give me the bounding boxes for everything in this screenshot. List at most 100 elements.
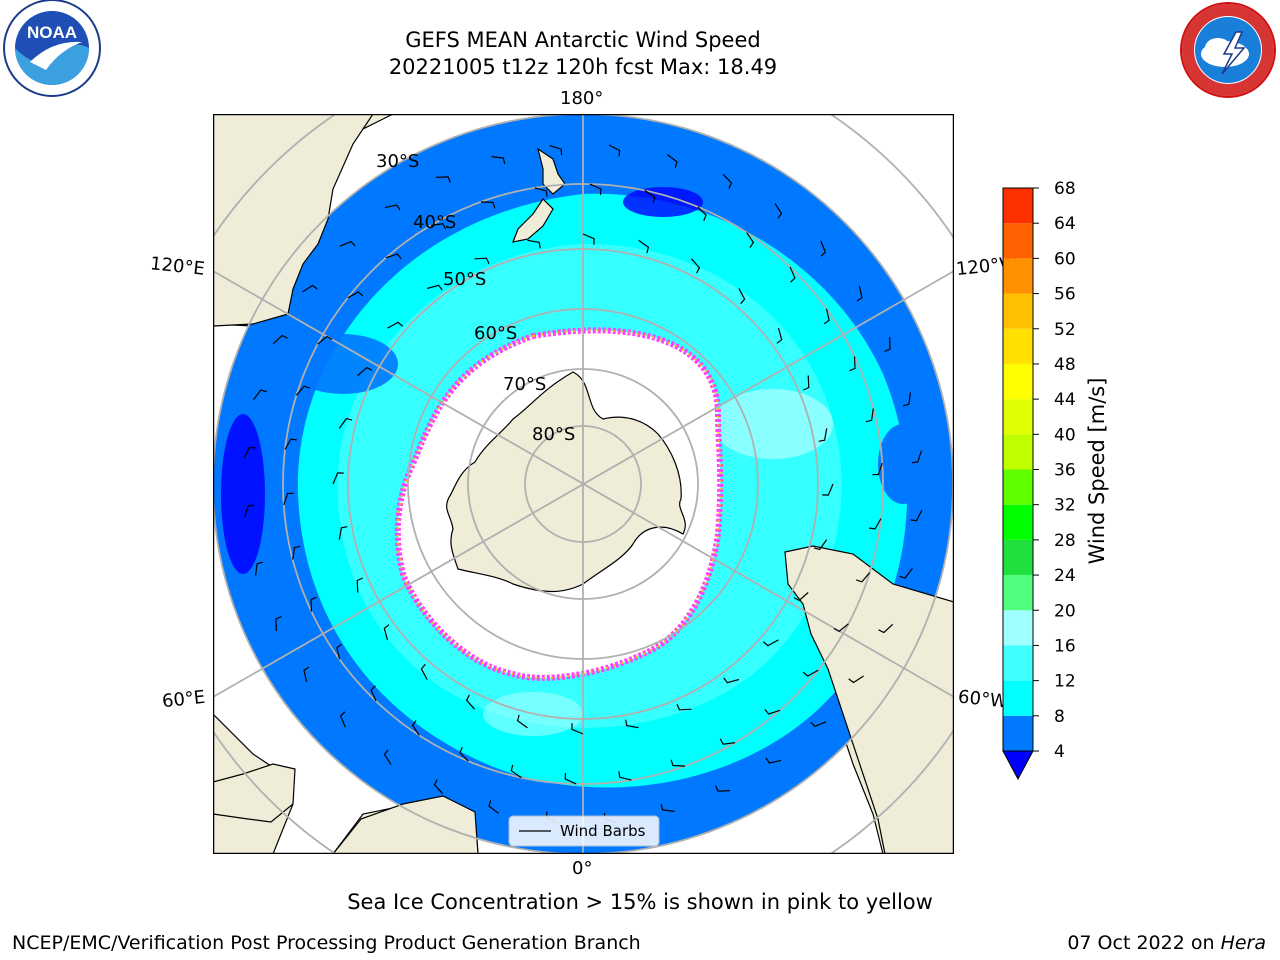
footer-date: 07 Oct 2022 on bbox=[1067, 932, 1221, 954]
colorbar-tick-label: 60 bbox=[1054, 249, 1076, 269]
colorbar-bin bbox=[1003, 715, 1033, 751]
wind-barb bbox=[738, 288, 746, 305]
map-frame bbox=[212, 113, 955, 855]
noaa-logo-text: NOAA bbox=[27, 23, 77, 42]
wind-barb bbox=[383, 749, 392, 765]
wind-barb bbox=[385, 253, 402, 260]
colorbar-tick-label: 68 bbox=[1054, 179, 1076, 199]
wind-barb bbox=[336, 643, 343, 660]
wind-barb bbox=[338, 417, 353, 429]
wind-barb bbox=[878, 623, 894, 634]
wind-barb bbox=[527, 239, 541, 249]
wind-barb bbox=[865, 408, 874, 423]
south-america-land bbox=[784, 545, 954, 854]
colorbar-bin bbox=[1003, 575, 1033, 611]
wind-barb bbox=[571, 723, 584, 735]
wind-barb bbox=[803, 375, 810, 391]
colorbar-bin bbox=[1003, 539, 1033, 576]
wind-barb bbox=[789, 266, 796, 283]
colorbar-tick-label: 64 bbox=[1054, 214, 1076, 234]
colorbar-tick-label: 12 bbox=[1054, 672, 1076, 692]
colorbar-bin bbox=[1003, 363, 1033, 400]
australia-land bbox=[213, 114, 374, 327]
wind-barb bbox=[802, 669, 819, 677]
colorbar-tick-label: 56 bbox=[1054, 285, 1076, 305]
wind-barb bbox=[762, 639, 779, 647]
lat-label-40: 40°S bbox=[413, 212, 457, 233]
wind-barb bbox=[474, 257, 490, 264]
wind-barb bbox=[810, 721, 827, 728]
wind-barb bbox=[534, 187, 548, 197]
wind-barb bbox=[848, 675, 864, 684]
colorbar-bin bbox=[1003, 223, 1033, 259]
wind-barb bbox=[608, 144, 621, 157]
wind-barb bbox=[384, 204, 401, 211]
wind-barb bbox=[430, 223, 447, 230]
wind-barb bbox=[564, 772, 577, 785]
wind-barb bbox=[776, 327, 783, 344]
wind-barb bbox=[302, 284, 318, 293]
colorbar-bin bbox=[1003, 469, 1033, 505]
wind-barb bbox=[884, 336, 891, 352]
wind-barb bbox=[338, 526, 348, 540]
wind-barb bbox=[670, 759, 686, 767]
wind-barb bbox=[272, 334, 288, 345]
wind-barb bbox=[715, 785, 731, 792]
colorbar-bin bbox=[1003, 645, 1033, 681]
new-zealand-land bbox=[512, 147, 566, 243]
wind-barb bbox=[347, 291, 364, 299]
wind-barb bbox=[719, 738, 736, 745]
wind-barb bbox=[491, 156, 506, 165]
wind-barb bbox=[426, 284, 443, 291]
colorbar-tick-label: 24 bbox=[1054, 566, 1076, 586]
colorbar-bin bbox=[1003, 293, 1033, 329]
wind-barb bbox=[459, 746, 469, 762]
wind-barb bbox=[793, 592, 809, 602]
wind-barb bbox=[833, 623, 849, 633]
wind-barb bbox=[910, 509, 923, 522]
colorbar-bin bbox=[1003, 434, 1033, 470]
colorbar-bin bbox=[1003, 188, 1033, 224]
colorbar-extend-arrow bbox=[1002, 750, 1034, 781]
colorbar-tick-label: 20 bbox=[1054, 601, 1076, 621]
polar-map-svg: Wind Barbs bbox=[212, 113, 955, 855]
lon-label-bottom: 0° bbox=[572, 858, 593, 879]
wind-barb bbox=[644, 189, 656, 204]
colorbar-bin bbox=[1003, 504, 1033, 540]
wind-barb bbox=[869, 518, 882, 530]
wind-barb bbox=[691, 258, 701, 274]
noaa-logo: NOAA bbox=[0, 0, 104, 100]
wind-barb bbox=[618, 771, 632, 781]
wind-barb bbox=[383, 624, 390, 641]
lon-label-upper-left: 120°E bbox=[149, 253, 206, 280]
lon-label-lower-left: 60°E bbox=[161, 686, 207, 713]
wind-barb bbox=[339, 240, 356, 247]
colorbar-tick-label: 8 bbox=[1054, 707, 1065, 727]
antarctica-land bbox=[446, 371, 686, 593]
wind-barb bbox=[275, 616, 282, 632]
colorbar-bin bbox=[1003, 680, 1033, 716]
wind-barb bbox=[899, 568, 913, 579]
wind-barb bbox=[243, 446, 256, 459]
wind-barb bbox=[625, 719, 639, 729]
colorbar-tick-label: 4 bbox=[1054, 742, 1065, 762]
colorbar-tick-label: 48 bbox=[1054, 355, 1076, 375]
wind-barb bbox=[433, 779, 444, 795]
wind-barb bbox=[856, 572, 871, 583]
wind-barb bbox=[339, 711, 346, 728]
africa-land bbox=[213, 763, 479, 854]
wind-barb bbox=[284, 438, 297, 450]
lat-label-60: 60°S bbox=[474, 323, 518, 344]
lat-label-30: 30°S bbox=[376, 151, 420, 172]
wind-barb bbox=[510, 764, 522, 779]
wind-barb bbox=[813, 539, 828, 551]
legend-label: Wind Barbs bbox=[560, 822, 646, 840]
sea-ice-caption: Sea Ice Concentration > 15% is shown in … bbox=[347, 890, 933, 914]
wind-barb bbox=[902, 392, 911, 407]
wind-barb bbox=[582, 233, 595, 245]
wind-barb bbox=[765, 757, 782, 764]
lat-label-70: 70°S bbox=[503, 374, 547, 395]
colorbar-tick-label: 40 bbox=[1054, 425, 1076, 445]
footer-right: 07 Oct 2022 on Hera bbox=[1067, 932, 1266, 954]
wind-barb bbox=[667, 154, 678, 168]
